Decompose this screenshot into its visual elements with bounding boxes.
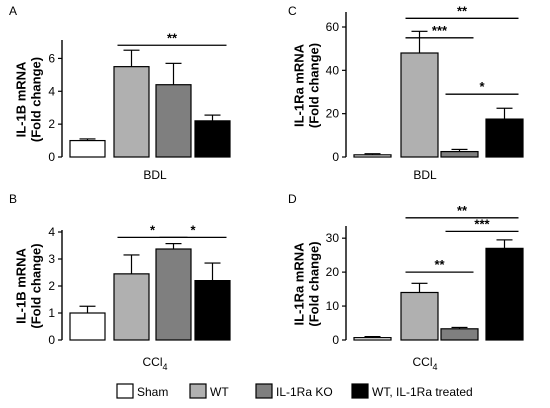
bar [400,291,439,341]
significance-label: *** [432,23,448,38]
chart-panel-a: A IL-1B mRNA(Fold change) 0 2 4 6 ** BDL [9,4,231,182]
y-tick-label: 10 [326,299,340,313]
y-axis-label-line2: (Fold change) [28,57,43,142]
legend-label: WT, IL-1Ra treated [372,385,473,399]
x-axis-label-subscript: 4 [432,362,437,372]
y-tick-label: 0 [48,333,55,347]
y-tick-label: 1 [48,306,55,320]
bar [69,312,106,341]
y-tick-label: 0 [332,150,339,164]
bar [485,118,524,158]
y-axis-label-line1: IL-1B mRNA [13,61,28,137]
y-tick-label: 6 [48,51,55,65]
bar [194,280,231,341]
bar [155,84,192,158]
bar [353,154,392,158]
chart-panel-d: DIL-1Ra mRNA(Fold change)0102030*******C… [288,192,524,372]
y-axis-label-line2: (Fold change) [306,241,321,326]
y-tick-label: 60 [326,20,340,34]
y-tick-label: 30 [326,231,340,245]
bar [485,247,524,341]
y-tick-label: 0 [332,333,339,347]
legend-swatch [116,383,134,399]
legend-swatch [351,383,369,399]
y-tick-label: 2 [48,117,55,131]
significance-label: ** [457,3,468,18]
y-axis-label: IL-1B mRNA(Fold change) [13,243,43,328]
x-axis-label-main: CCl [142,355,162,369]
bar [440,150,479,158]
y-axis-label-line1: IL-1Ra mRNA [291,43,306,127]
y-axis-label-line1: IL-1B mRNA [13,247,28,323]
bar [155,248,192,341]
y-tick-label: 20 [326,107,340,121]
y-tick-label: 4 [48,84,55,98]
y-tick-label: 2 [48,279,55,293]
significance-label: ** [434,257,445,272]
legend-swatch [255,383,273,399]
bar [440,328,479,341]
y-tick-label: 0 [48,150,55,164]
panel-letter: A [9,4,17,18]
bar [353,337,392,341]
bar [69,139,106,158]
significance-label: *** [474,216,490,231]
significance-label: ** [457,203,468,218]
legend-label: IL-1Ra KO [276,385,333,399]
panel-letter: B [9,192,17,206]
bar [113,273,150,341]
y-tick-label: 4 [48,225,55,239]
legend-label: WT [210,385,229,399]
legend: Sham WT IL-1Ra KO WT, IL-1Ra treated [116,383,473,399]
bar [400,52,439,158]
y-axis-label-line2: (Fold change) [306,43,321,128]
y-tick-label: 20 [326,265,340,279]
panel-letter: C [288,4,297,18]
y-axis-label: IL-1B mRNA(Fold change) [13,57,43,142]
significance-label: * [190,222,196,237]
legend-label: Sham [137,385,168,399]
x-axis-label-main: BDL [143,168,167,182]
chart-panel-c: CIL-1Ra mRNA(Fold change)0204060******BD… [288,3,524,182]
x-axis-label: BDL [413,168,437,182]
y-tick-label: 40 [326,63,340,77]
x-axis-label: CCl4 [412,355,437,372]
y-axis-label-line1: IL-1Ra mRNA [291,242,306,326]
x-axis-label-main: BDL [413,168,437,182]
y-tick-label: 3 [48,252,55,266]
significance-label: * [150,222,156,237]
x-axis-label-subscript: 4 [162,362,167,372]
y-axis-label-line2: (Fold change) [28,243,43,328]
x-axis-label: BDL [143,168,167,182]
significance-label: ** [167,30,178,45]
legend-swatch [189,383,207,399]
panel-letter: D [288,192,297,206]
y-axis-label: IL-1Ra mRNA(Fold change) [291,241,321,326]
x-axis-label: CCl4 [142,355,167,372]
y-axis-label: IL-1Ra mRNA(Fold change) [291,43,321,128]
x-axis-label-main: CCl [412,355,432,369]
significance-label: * [479,79,485,94]
bar [194,120,231,158]
bar [113,66,150,158]
